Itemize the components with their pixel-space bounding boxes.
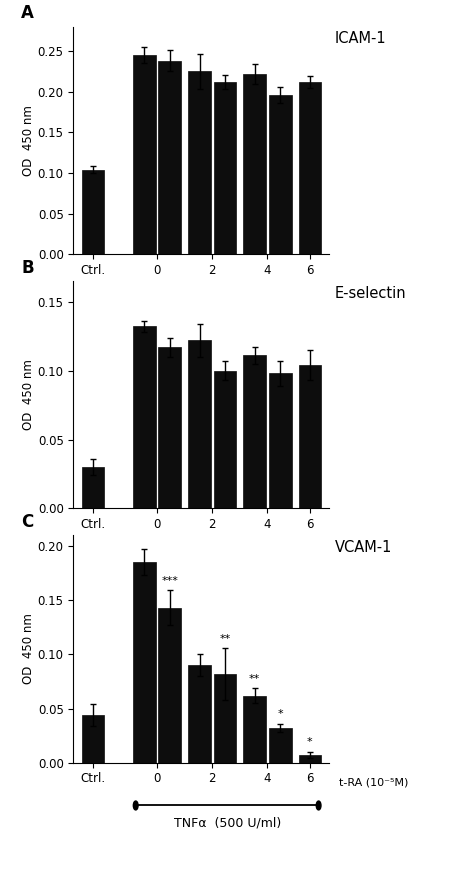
Bar — [269, 374, 292, 508]
Y-axis label: OD  450 nm: OD 450 nm — [22, 614, 35, 684]
Bar — [188, 340, 211, 508]
Bar — [243, 696, 266, 763]
Text: *: * — [307, 738, 313, 747]
Bar — [82, 715, 104, 763]
Bar — [243, 74, 266, 254]
Bar — [158, 347, 181, 508]
Text: E-selectin: E-selectin — [335, 285, 406, 301]
Bar — [82, 467, 104, 508]
Text: C: C — [21, 513, 34, 531]
Text: A: A — [21, 4, 34, 22]
Text: *: * — [277, 709, 283, 719]
Bar — [133, 562, 156, 763]
Text: VCAM-1: VCAM-1 — [335, 540, 392, 555]
Text: ICAM-1: ICAM-1 — [335, 31, 386, 46]
Bar — [188, 71, 211, 254]
Text: **: ** — [219, 633, 231, 643]
Bar — [243, 355, 266, 508]
Bar — [299, 756, 321, 763]
Text: **: ** — [249, 673, 260, 683]
Bar — [214, 673, 237, 763]
Y-axis label: OD  450 nm: OD 450 nm — [22, 105, 35, 176]
Text: TNFα  (500 U/ml): TNFα (500 U/ml) — [173, 816, 281, 830]
Text: B: B — [21, 259, 34, 277]
Bar — [214, 370, 237, 508]
Bar — [299, 365, 321, 508]
Text: ***: *** — [161, 576, 178, 586]
Bar — [188, 665, 211, 763]
Bar — [158, 607, 181, 763]
Bar — [269, 728, 292, 763]
Bar — [269, 95, 292, 254]
Text: t-RA (10⁻⁵M): t-RA (10⁻⁵M) — [339, 777, 408, 788]
Bar — [82, 169, 104, 254]
Bar — [133, 326, 156, 508]
Bar — [214, 82, 237, 254]
Bar — [299, 82, 321, 254]
Bar — [133, 55, 156, 254]
Bar — [158, 61, 181, 254]
Y-axis label: OD  450 nm: OD 450 nm — [22, 359, 35, 430]
